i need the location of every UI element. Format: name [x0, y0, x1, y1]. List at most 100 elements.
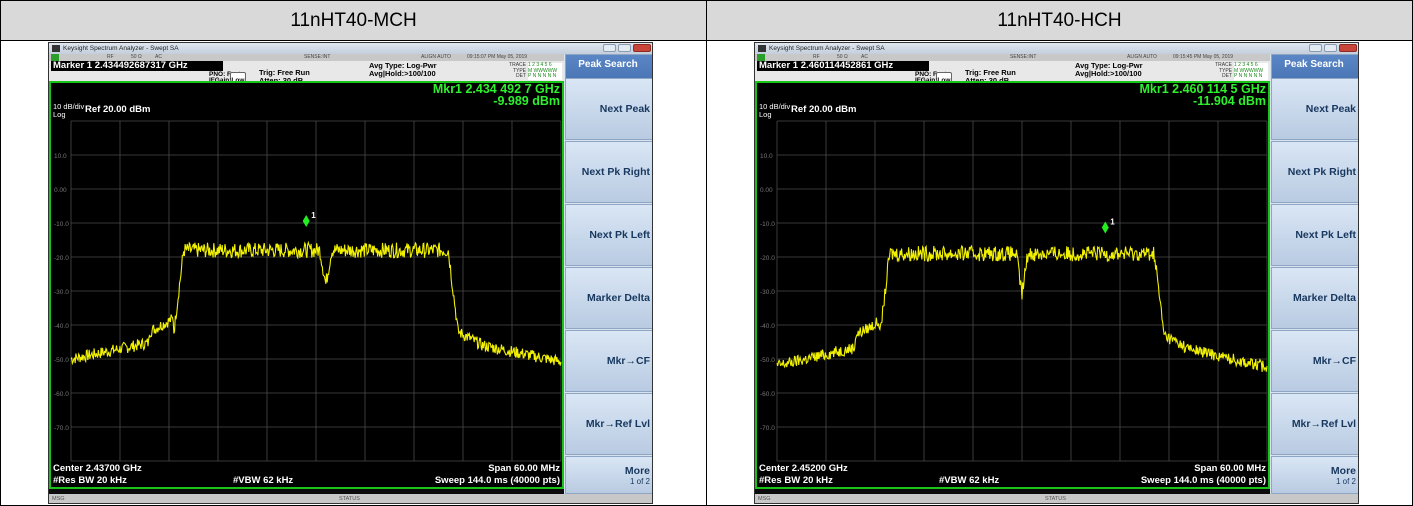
- det-label: DET: [1222, 73, 1232, 79]
- attenuation-label: Atten: 30 dB: [965, 77, 1009, 85]
- span-label: Span 60.00 MHz: [488, 463, 560, 474]
- type-values: M WWWWW: [1234, 68, 1268, 74]
- softkey-mkr-cf[interactable]: Mkr→CF: [565, 330, 652, 392]
- center-frequency: Center 2.45200 GHz: [759, 463, 848, 474]
- resolution-bandwidth: #Res BW 20 kHz: [53, 475, 127, 486]
- close-button[interactable]: [633, 44, 651, 52]
- graph-display: Mkr1 2.460 114 5 GHz -11.904 dBm 10 dB/d…: [755, 81, 1270, 489]
- marker-readout: Mkr1 2.460 114 5 GHz -11.904 dBm: [1140, 83, 1266, 108]
- minimize-button[interactable]: [1309, 44, 1322, 52]
- message-bar: MSG STATUS: [755, 494, 1358, 503]
- settings-panel: Marker 1 2.434492687317 GHz PNO: Fast IF…: [49, 61, 564, 85]
- avg-type-label: Avg Type: Log-Pwr: [369, 61, 437, 70]
- rf-label: RF: [813, 54, 820, 60]
- softkey-next-pk-right[interactable]: Next Pk Right: [1271, 141, 1358, 203]
- video-bandwidth: #VBW 62 kHz: [233, 475, 294, 486]
- det-label: DET: [516, 73, 526, 79]
- marker-readout-frequency: Mkr1 2.434 492 7 GHz: [432, 82, 560, 96]
- marker-frequency-box[interactable]: Marker 1 2.434492687317 GHz: [51, 61, 223, 71]
- trace-values: 1 2 3 4 5 6: [528, 62, 562, 69]
- trace-values: 1 2 3 4 5 6: [1234, 62, 1268, 69]
- spectrum-analyzer-window: Keysight Spectrum Analyzer - Swept SA RF…: [754, 42, 1359, 504]
- det-values: P N N N N N: [528, 73, 562, 80]
- softkey-mkr-cf[interactable]: Mkr→CF: [1271, 330, 1358, 392]
- softkey-panel: Peak Search Next Peak Next Pk Right Next…: [564, 54, 652, 494]
- status-label: STATUS: [339, 496, 360, 502]
- coupling-label: AC: [155, 54, 162, 60]
- scale-type: Log: [759, 110, 772, 119]
- close-button[interactable]: [1339, 44, 1357, 52]
- maximize-button[interactable]: [1324, 44, 1337, 52]
- panel-cell: Keysight Spectrum Analyzer - Swept SA RF…: [706, 40, 1413, 506]
- spectrum-trace: [70, 240, 562, 366]
- softkey-more[interactable]: More 1 of 2: [565, 456, 652, 494]
- status-label: STATUS: [1045, 496, 1066, 502]
- y-tick-label: -60.0: [54, 391, 69, 398]
- marker-number: 1: [311, 211, 316, 220]
- y-tick-label: -30.0: [54, 289, 69, 296]
- minimize-button[interactable]: [603, 44, 616, 52]
- video-bandwidth: #VBW 62 kHz: [939, 475, 1000, 486]
- window-title: Keysight Spectrum Analyzer - Swept SA: [63, 45, 179, 52]
- coupling-label: AC: [861, 54, 868, 60]
- trace-status: TRACE TYPE DET 1 2 3 4 5 6 M WWWWW P N N…: [504, 62, 562, 80]
- y-tick-label: -40.0: [760, 323, 775, 330]
- align-label: ALIGN AUTO: [421, 54, 451, 60]
- y-tick-label: -50.0: [760, 357, 775, 364]
- maximize-button[interactable]: [618, 44, 631, 52]
- y-tick-label: -10.0: [54, 221, 69, 228]
- y-tick-label: -60.0: [760, 391, 775, 398]
- screenshot-cell: Keysight Spectrum Analyzer - Swept SA RF…: [707, 41, 1412, 505]
- lxi-icon: [757, 54, 765, 61]
- y-tick-label: 0.00: [760, 187, 773, 194]
- graph-display: Mkr1 2.434 492 7 GHz -9.989 dBm 10 dB/di…: [49, 81, 564, 489]
- softkey-next-pk-left[interactable]: Next Pk Left: [565, 204, 652, 266]
- y-tick-label: -30.0: [760, 289, 775, 296]
- softkey-next-peak[interactable]: Next Peak: [565, 78, 652, 140]
- marker-readout-level: -11.904 dBm: [1193, 94, 1266, 108]
- avg-type-label: Avg Type: Log-Pwr: [1075, 61, 1143, 70]
- ifgain-label: IFGain:Low: [915, 77, 950, 84]
- softkey-next-pk-right[interactable]: Next Pk Right: [565, 141, 652, 203]
- sense-label: SENSE:INT: [1010, 54, 1037, 60]
- y-tick-label: 0.00: [54, 187, 67, 194]
- marker-frequency-box[interactable]: Marker 1 2.460114452861 GHz: [757, 61, 929, 71]
- status-bar: RF 50 Ω AC SENSE:INT ALIGN AUTO 09:15:07…: [49, 54, 564, 61]
- type-label: TYPE: [1218, 67, 1232, 74]
- softkey-mkr-ref-lvl[interactable]: Mkr→Ref Lvl: [565, 393, 652, 455]
- softkey-marker-delta[interactable]: Marker Delta: [1271, 267, 1358, 329]
- marker-diamond-icon[interactable]: [302, 214, 310, 227]
- softkey-mkr-ref-lvl[interactable]: Mkr→Ref Lvl: [1271, 393, 1358, 455]
- panel-header: 11nHT40-MCH: [1, 1, 706, 40]
- app-logo-icon: [758, 45, 766, 52]
- scale-label: 10 dB/div Log: [53, 103, 84, 119]
- marker-diamond-icon[interactable]: [1101, 221, 1109, 234]
- reference-level: Ref 20.00 dBm: [85, 104, 151, 115]
- attenuation-label: Atten: 30 dB: [259, 77, 303, 85]
- sense-label: SENSE:INT: [304, 54, 331, 60]
- rf-label: RF: [107, 54, 114, 60]
- spectrum-graph: 10.0 0.00 -10.0 -20.0 -30.0 -40.0 -50.0 -60.0 -7…: [760, 120, 1268, 462]
- det-values: P N N N N N: [1234, 73, 1268, 80]
- window-title: Keysight Spectrum Analyzer - Swept SA: [769, 45, 885, 52]
- y-tick-label: -10.0: [760, 221, 775, 228]
- reference-level: Ref 20.00 dBm: [791, 104, 857, 115]
- pno-label: PNO: Fast: [915, 71, 947, 78]
- align-label: ALIGN AUTO: [1127, 54, 1157, 60]
- spectrum-analyzer-window: Keysight Spectrum Analyzer - Swept SA RF…: [48, 42, 653, 504]
- softkey-more[interactable]: More 1 of 2: [1271, 456, 1358, 494]
- softkey-next-peak[interactable]: Next Peak: [1271, 78, 1358, 140]
- marker-number: 1: [1110, 217, 1115, 226]
- sweep-label: Sweep 144.0 ms (40000 pts): [434, 475, 560, 486]
- scale-per-div: 10 dB/div: [759, 102, 791, 111]
- datetime-label: 09:15:45 PM May 05, 2019: [1173, 54, 1234, 60]
- softkey-next-pk-left[interactable]: Next Pk Left: [1271, 204, 1358, 266]
- softkey-marker-delta[interactable]: Marker Delta: [565, 267, 652, 329]
- y-tick-label: 10.0: [54, 153, 67, 160]
- softkey-more-label: More: [1330, 464, 1356, 477]
- softkey-more-page: 1 of 2: [1335, 476, 1356, 486]
- screenshot-cell: Keysight Spectrum Analyzer - Swept SA RF…: [1, 41, 706, 505]
- trace-label: TRACE: [509, 62, 526, 68]
- y-tick-label: 10.0: [760, 153, 773, 160]
